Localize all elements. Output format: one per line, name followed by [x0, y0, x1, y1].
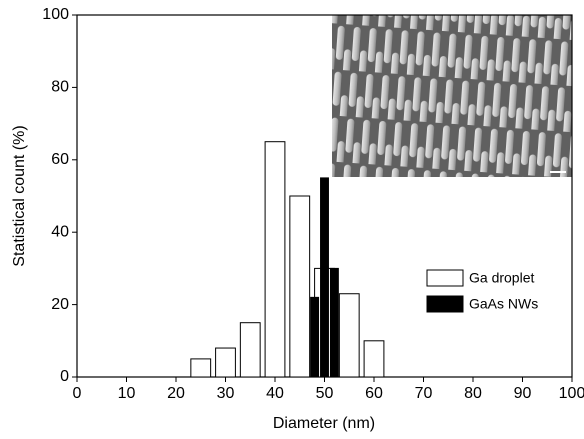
legend-label: GaAs NWs: [469, 296, 538, 312]
x-tick-label: 50: [316, 385, 334, 402]
bar: [190, 358, 212, 378]
y-tick-label: 40: [51, 223, 69, 240]
y-tick-label: 80: [51, 79, 69, 96]
bar: [310, 296, 320, 378]
x-tick-label: 10: [118, 385, 136, 402]
y-tick-label: 100: [42, 6, 69, 23]
x-tick-label: 90: [514, 385, 532, 402]
bar: [264, 141, 286, 378]
y-tick-label: 60: [51, 151, 69, 168]
bar: [239, 322, 261, 378]
y-tick-label: 0: [60, 368, 69, 385]
y-tick-label: 20: [51, 296, 69, 313]
y-axis-label: Statistical count (%): [11, 125, 28, 266]
x-tick-label: 60: [365, 385, 383, 402]
x-tick-label: 80: [464, 385, 482, 402]
x-tick-label: 70: [415, 385, 433, 402]
x-axis-label: Diameter (nm): [273, 415, 375, 432]
bar: [329, 267, 339, 378]
bar: [215, 347, 236, 378]
x-tick-label: 20: [167, 385, 185, 402]
x-tick-label: 100: [559, 385, 584, 402]
legend-label: Ga droplet: [469, 270, 534, 286]
bar: [338, 293, 360, 378]
bar: [289, 195, 311, 378]
x-tick-label: 40: [266, 385, 284, 402]
bar: [320, 177, 329, 378]
legend-swatch: [426, 295, 464, 313]
sem-inset: [332, 15, 572, 177]
bar: [363, 340, 385, 378]
legend-swatch: [426, 269, 464, 287]
x-tick-label: 30: [217, 385, 235, 402]
x-tick-label: 0: [73, 385, 82, 402]
